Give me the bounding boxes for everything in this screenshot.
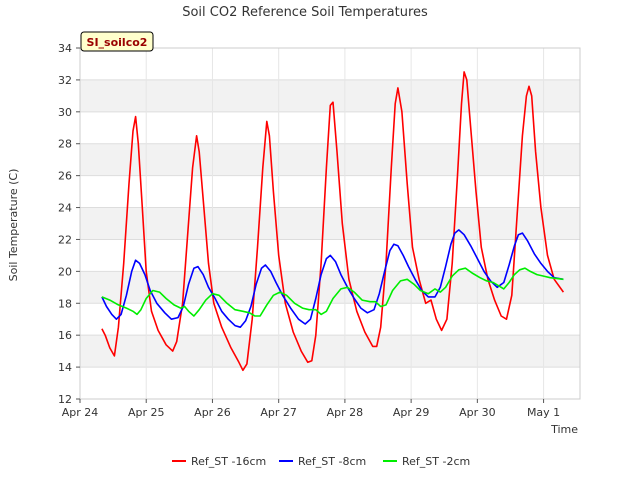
x-tick-label: Apr 26 bbox=[194, 406, 231, 419]
site-label-text: SI_soilco2 bbox=[87, 36, 148, 49]
series-lines bbox=[101, 71, 565, 372]
site-label-background bbox=[80, 31, 154, 52]
x-tick-label: Apr 25 bbox=[128, 406, 165, 419]
y-tick-label: 26 bbox=[58, 170, 72, 183]
series-line-ref-st-2cm bbox=[101, 267, 564, 317]
y-tick-label: 20 bbox=[58, 265, 72, 278]
plot-band bbox=[80, 143, 580, 176]
y-tick-label: 28 bbox=[58, 138, 72, 151]
plot-band bbox=[80, 207, 580, 240]
x-axis-ticks: Apr 24 Apr 25 Apr 26 Apr 27 Apr 28 Apr 29 Apr … bbox=[62, 399, 560, 419]
legend-label: Ref_ST -16cm bbox=[191, 455, 266, 468]
y-axis-ticks: 12 14 16 18 20 22 24 26 28 30 32 34 bbox=[58, 42, 80, 406]
series-line-ref-st-16cm bbox=[101, 71, 565, 372]
y-tick-label: 24 bbox=[58, 202, 72, 215]
series-line-ref-st-8cm bbox=[101, 229, 564, 328]
legend-label: Ref_ST -8cm bbox=[298, 455, 366, 468]
legend-item: Ref_ST -8cm bbox=[279, 455, 366, 468]
y-tick-label: 32 bbox=[58, 74, 72, 87]
chart-title: Soil CO2 Reference Soil Temperatures bbox=[182, 5, 428, 20]
legend-label: Ref_ST -2cm bbox=[402, 455, 470, 468]
legend-item: Ref_ST -2cm bbox=[383, 455, 470, 468]
x-tick-label: May 1 bbox=[527, 406, 560, 419]
plot-frame bbox=[79, 47, 581, 400]
y-tick-label: 18 bbox=[58, 297, 72, 310]
x-axis-label: Time bbox=[550, 423, 578, 436]
x-tick-label: Apr 24 bbox=[62, 406, 99, 419]
y-tick-label: 12 bbox=[58, 393, 72, 406]
x-tick-label: Apr 27 bbox=[260, 406, 297, 419]
y-axis-label: Soil Temperature (C) bbox=[7, 169, 20, 282]
x-tick-label: Apr 30 bbox=[459, 406, 496, 419]
x-tick-label: Apr 28 bbox=[327, 406, 364, 419]
site-label-box: SI_soilco2 bbox=[80, 31, 154, 52]
y-tick-label: 30 bbox=[58, 106, 72, 119]
y-tick-label: 22 bbox=[58, 233, 72, 246]
y-tick-label: 14 bbox=[58, 361, 72, 374]
plot-band bbox=[80, 335, 580, 368]
x-tick-label: Apr 29 bbox=[393, 406, 430, 419]
legend-item: Ref_ST -16cm bbox=[172, 455, 266, 468]
y-tick-label: 16 bbox=[58, 329, 72, 342]
legend: Ref_ST -16cm Ref_ST -8cm Ref_ST -2cm bbox=[172, 455, 470, 468]
y-tick-label: 34 bbox=[58, 42, 72, 55]
